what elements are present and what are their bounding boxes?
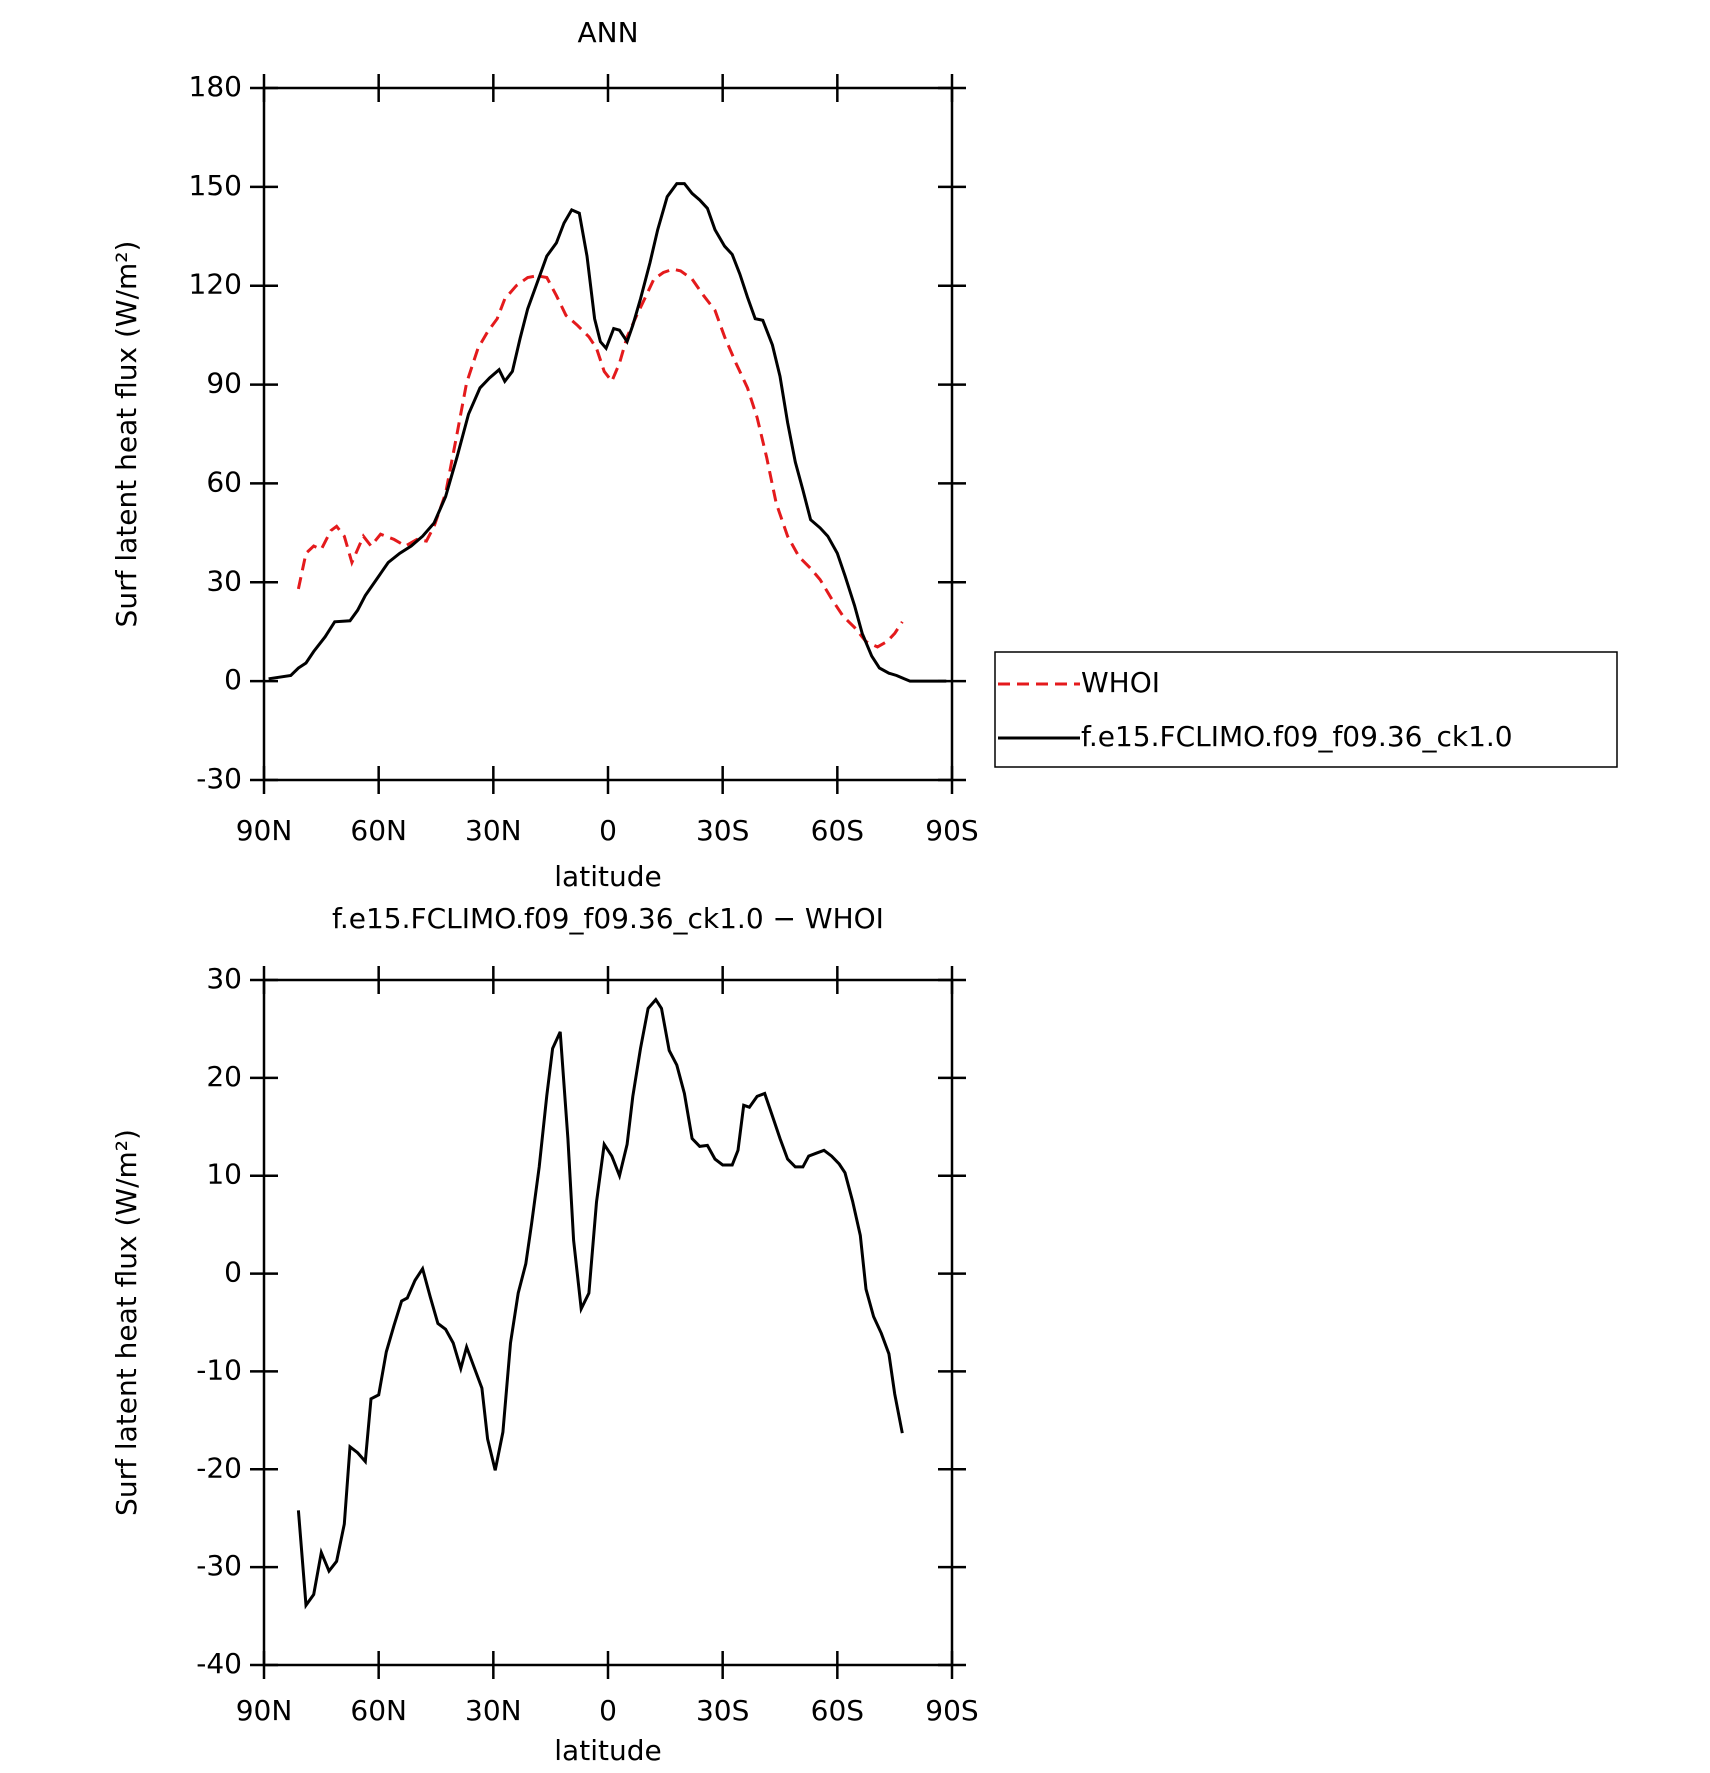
y-tick-label: -30: [196, 762, 242, 795]
y-tick-label: 120: [189, 268, 242, 301]
legend-box: [994, 651, 1618, 768]
x-tick-label: 30N: [465, 1694, 522, 1727]
x-axis-label: latitude: [554, 860, 661, 893]
y-tick-label: 0: [224, 1256, 242, 1289]
chart-title: f.e15.FCLIMO.f09_f09.36_ck1.0 − WHOI: [332, 902, 884, 935]
x-tick-label: 90S: [925, 1694, 978, 1727]
y-tick-label: -20: [196, 1451, 242, 1484]
y-tick-label: 30: [206, 564, 242, 597]
chart-title: ANN: [577, 16, 638, 49]
data-line: [296, 997, 904, 1610]
y-tick-label: 10: [206, 1158, 242, 1191]
y-axis-label: Surf latent heat flux (W/m²): [110, 241, 143, 628]
legend-label: f.e15.FCLIMO.f09_f09.36_ck1.0: [1081, 720, 1513, 753]
x-axis-label: latitude: [554, 1734, 661, 1767]
y-tick-label: 0: [224, 663, 242, 696]
x-tick-label: 90S: [925, 814, 978, 847]
y-tick-label: -30: [196, 1549, 242, 1582]
x-tick-label: 60S: [811, 1694, 864, 1727]
y-axis-label: Surf latent heat flux (W/m²): [110, 1129, 143, 1516]
x-tick-label: 90N: [236, 1694, 293, 1727]
y-tick-label: 90: [206, 367, 242, 400]
y-tick-label: -10: [196, 1353, 242, 1386]
y-tick-label: 20: [206, 1060, 242, 1093]
x-tick-label: 60N: [350, 814, 407, 847]
x-tick-label: 30N: [465, 814, 522, 847]
x-tick-label: 0: [599, 814, 617, 847]
x-tick-label: 90N: [236, 814, 293, 847]
data-line: [268, 182, 947, 683]
y-tick-label: 30: [206, 962, 242, 995]
data-line: [296, 267, 904, 649]
plot-frame: [262, 86, 954, 782]
legend-label: WHOI: [1081, 666, 1160, 699]
x-tick-label: 60S: [811, 814, 864, 847]
y-tick-label: 60: [206, 465, 242, 498]
x-tick-label: 30S: [696, 1694, 749, 1727]
x-tick-label: 60N: [350, 1694, 407, 1727]
x-tick-label: 30S: [696, 814, 749, 847]
y-tick-label: 150: [189, 169, 242, 202]
x-tick-label: 0: [599, 1694, 617, 1727]
plot-frame: [262, 978, 954, 1667]
y-tick-label: 180: [189, 70, 242, 103]
y-tick-label: -40: [196, 1647, 242, 1680]
